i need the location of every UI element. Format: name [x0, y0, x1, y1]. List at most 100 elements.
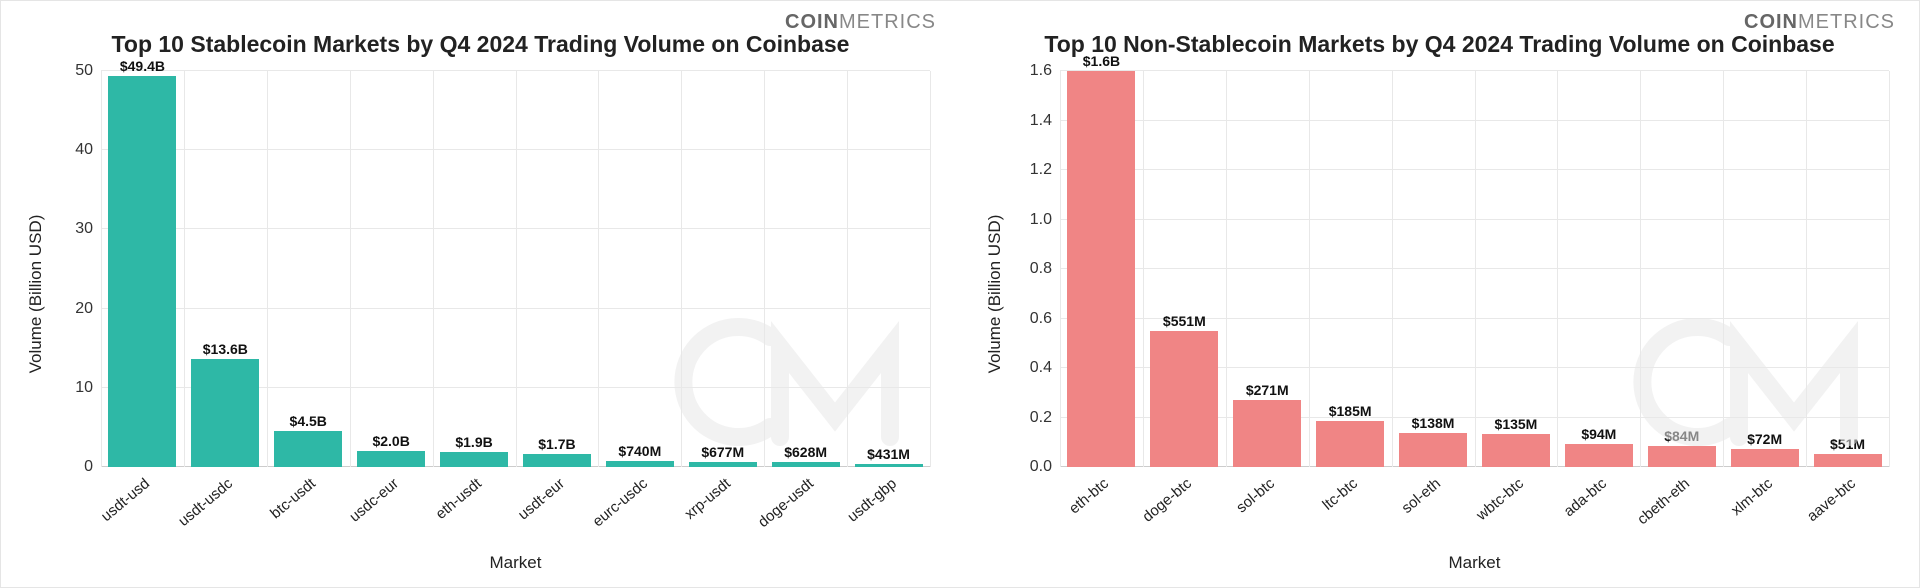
bar: $271M [1233, 400, 1301, 467]
x-tick-label: usdt-usdc [176, 475, 237, 530]
bar-slot: $13.6B [184, 71, 267, 467]
x-tick-label: xrp-usdt [681, 475, 733, 523]
bar-slot: $49.4B [101, 71, 184, 467]
bar-value-label: $1.7B [538, 436, 575, 454]
x-tick-label: usdt-gbp [844, 475, 900, 526]
x-tick-label: usdc-eur [346, 475, 402, 526]
bar: $84M [1648, 446, 1716, 467]
x-tick-label: aave-btc [1803, 475, 1858, 525]
bar-slot: $135M [1475, 71, 1558, 467]
bar-slot: $431M [847, 71, 930, 467]
chart-pair-container: COINMETRICS Top 10 Stablecoin Markets by… [0, 0, 1920, 588]
bar-value-label: $677M [701, 444, 744, 462]
bar-value-label: $431M [867, 446, 910, 464]
bar-value-label: $138M [1412, 415, 1455, 433]
bar-value-label: $94M [1581, 426, 1616, 444]
x-tick-label: cbeth-eth [1634, 475, 1693, 528]
bar-slot: $677M [681, 71, 764, 467]
y-tick-label: 0.2 [1030, 409, 1060, 427]
x-tick-label: eurc-usdc [589, 475, 650, 530]
y-axis-title: Volume (Billion USD) [26, 215, 46, 374]
bar-value-label: $49.4B [120, 58, 165, 76]
bar-value-label: $51M [1830, 436, 1865, 454]
bar-value-label: $135M [1495, 416, 1538, 434]
bar: $138M [1399, 433, 1467, 467]
bar-slot: $84M [1640, 71, 1723, 467]
bar-slot: $51M [1806, 71, 1889, 467]
bar-slot: $2.0B [350, 71, 433, 467]
bar: $135M [1482, 434, 1550, 467]
x-axis-title: Market [1060, 553, 1889, 573]
y-tick-label: 20 [75, 300, 101, 318]
v-gridline [930, 71, 931, 467]
x-tick-label: doge-btc [1140, 475, 1196, 526]
bar-value-label: $185M [1329, 403, 1372, 421]
bar-value-label: $740M [618, 443, 661, 461]
x-tick-label: wbtc-btc [1473, 475, 1527, 524]
y-tick-label: 10 [75, 379, 101, 397]
nonstablecoin-chart-panel: COINMETRICS Top 10 Non-Stablecoin Market… [960, 1, 1919, 587]
bar: $51M [1814, 454, 1882, 467]
y-tick-label: 0.8 [1030, 260, 1060, 278]
y-tick-label: 50 [75, 62, 101, 80]
plot-area: 0.00.20.40.60.81.01.21.41.6$1.6B$551M$27… [1060, 71, 1889, 467]
x-tick-label: xlm-btc [1728, 475, 1776, 519]
x-tick-label: sol-btc [1233, 475, 1278, 516]
brand-bold: COIN [1744, 11, 1798, 33]
bar-slot: $185M [1309, 71, 1392, 467]
x-tick-label: doge-usdt [755, 475, 817, 531]
brand-bold: COIN [785, 11, 839, 33]
x-tick-area: Market usdt-usdusdt-usdcbtc-usdtusdc-eur… [101, 467, 930, 587]
bar-value-label: $13.6B [203, 341, 248, 359]
x-tick-label: sol-eth [1399, 475, 1444, 517]
bar-slot: $271M [1226, 71, 1309, 467]
bar-value-label: $1.6B [1083, 53, 1120, 71]
y-tick-label: 0.6 [1030, 310, 1060, 328]
bar-slot: $1.6B [1060, 71, 1143, 467]
brand-light: METRICS [839, 11, 936, 33]
bar-slot: $94M [1557, 71, 1640, 467]
bar-value-label: $84M [1664, 428, 1699, 446]
bar: $49.4B [108, 76, 176, 467]
stablecoin-chart-panel: COINMETRICS Top 10 Stablecoin Markets by… [1, 1, 960, 587]
bar-value-label: $72M [1747, 431, 1782, 449]
bar-slot: $138M [1392, 71, 1475, 467]
bar-value-label: $628M [784, 444, 827, 462]
y-tick-label: 0 [84, 458, 101, 476]
bar-value-label: $271M [1246, 382, 1289, 400]
x-axis-title: Market [101, 553, 930, 573]
bar-value-label: $4.5B [290, 413, 327, 431]
bar: $1.6B [1067, 71, 1135, 467]
y-tick-label: 40 [75, 141, 101, 159]
bar-value-label: $2.0B [372, 433, 409, 451]
x-tick-area: Market eth-btc doge-btc sol-btc ltc-btc sol-… [1060, 467, 1889, 587]
y-tick-label: 1.4 [1030, 112, 1060, 130]
bar-slot: $4.5B [267, 71, 350, 467]
x-tick-label: eth-btc [1066, 475, 1112, 518]
bar: $1.7B [523, 454, 591, 467]
bar-slot: $1.9B [433, 71, 516, 467]
plot-area: 01020304050$49.4B$13.6B$4.5B$2.0B$1.9B$1… [101, 71, 930, 467]
y-tick-label: 1.2 [1030, 161, 1060, 179]
bar-slot: $628M [764, 71, 847, 467]
bar-slot: $551M [1143, 71, 1226, 467]
bar-slot: $72M [1723, 71, 1806, 467]
chart-title: Top 10 Stablecoin Markets by Q4 2024 Tra… [1, 31, 960, 58]
x-tick-label: usdt-eur [515, 475, 568, 523]
bar-value-label: $551M [1163, 313, 1206, 331]
bar: $551M [1150, 331, 1218, 467]
bar-value-label: $1.9B [455, 434, 492, 452]
v-gridline [1889, 71, 1890, 467]
bar: $1.9B [440, 452, 508, 467]
y-tick-label: 0.0 [1030, 458, 1060, 476]
bar: $185M [1316, 421, 1384, 467]
bar: $94M [1565, 444, 1633, 467]
bar: $2.0B [357, 451, 425, 467]
x-tick-label: ltc-btc [1319, 475, 1361, 514]
bar: $72M [1731, 449, 1799, 467]
y-tick-label: 0.4 [1030, 359, 1060, 377]
y-tick-label: 1.6 [1030, 62, 1060, 80]
bar-slot: $1.7B [516, 71, 599, 467]
x-tick-label: usdt-usd [98, 475, 153, 525]
x-tick-label: eth-usdt [433, 475, 485, 523]
